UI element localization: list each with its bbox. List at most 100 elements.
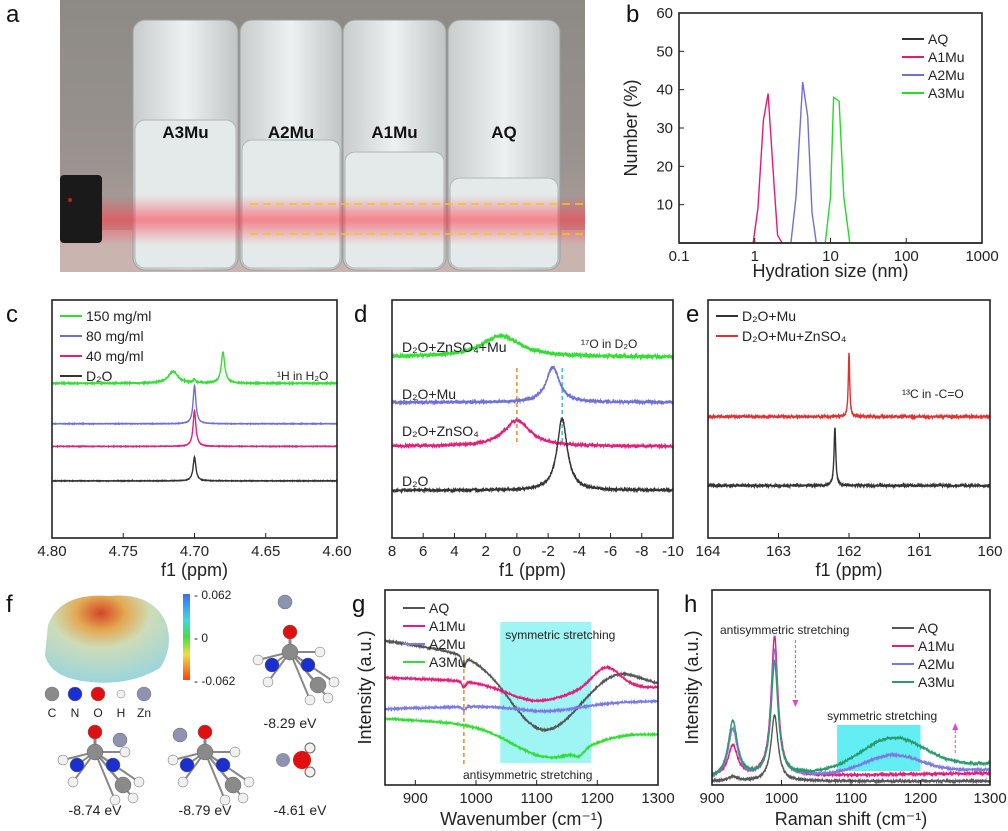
y-axis-label: Intensity (a.u.): [355, 630, 375, 744]
x-tick-label: 1000: [965, 248, 998, 265]
colorbar-label: - -0.062: [194, 674, 236, 688]
legend-entry: A1Mu: [928, 49, 965, 65]
legend-entry: 150 mg/ml: [86, 308, 151, 324]
bond: [204, 751, 226, 801]
x-tick-label: 900: [403, 790, 428, 807]
panel-label-a: a: [6, 1, 20, 28]
atom-n: [300, 657, 316, 673]
x-tick-label: 2: [481, 543, 489, 560]
series-line-80mgml: [51, 383, 338, 426]
x-axis-label: f1 (ppm): [815, 560, 882, 580]
x-tick-label: 1300: [641, 790, 674, 807]
laser-pointer: [60, 175, 102, 243]
series-line-a3mu: [384, 716, 659, 761]
atom-legend-label: C: [48, 706, 57, 720]
legend-entry: AQ: [928, 31, 948, 47]
legend-entry: A3Mu: [918, 674, 955, 690]
y-tick-label: 30: [656, 120, 673, 137]
atom-legend-c-icon: [44, 686, 60, 702]
atom-h: [304, 766, 316, 778]
y-axis-label: Intensity (a.u.): [682, 630, 702, 744]
band-label: symmetric stretching: [505, 628, 615, 642]
atom-zn: [276, 753, 290, 767]
atom-o: [87, 724, 103, 740]
panel-label-e: e: [686, 301, 699, 328]
x-axis-label: f1 (ppm): [499, 560, 566, 580]
atom-h: [177, 776, 189, 788]
bond: [94, 751, 116, 801]
binding-energy-label: -8.74 eV: [69, 802, 123, 818]
atom-c: [86, 743, 104, 761]
series-line-domu: [707, 427, 991, 490]
plot-frame: [678, 12, 983, 244]
chart-d: 8 6 4 2 0 -2 -4 -6 -8 -10 f1 (ppm) D₂O+ZnSO₄+Mu D₂O+…: [388, 299, 684, 580]
atom-o: [282, 624, 298, 640]
x-tick-label: 160: [977, 543, 1002, 560]
x-tick-label: 6: [419, 543, 427, 560]
photo-panel: A3Mu A2Mu A1Mu AQ: [60, 0, 585, 272]
legend-entry: A3Mu: [429, 654, 466, 670]
electrostatic-potential-surface: [45, 595, 169, 683]
atom-h: [67, 776, 79, 788]
highlight-band: [500, 622, 592, 763]
atom-legend-o-icon: [90, 686, 106, 702]
atom-h: [167, 754, 179, 766]
x-tick-label: 1200: [904, 790, 937, 807]
series-line-do: [51, 454, 338, 483]
series-line-a3mu: [711, 659, 991, 777]
chart-b: 0.1 1 10 100 1000 10 20 30 40 50 60 Hydration size …: [621, 5, 999, 281]
arrow-up-icon: [952, 723, 959, 730]
atom-n: [105, 757, 121, 773]
chart-e: 164 163 162 161 160 f1 (ppm) D₂O+Mu D₂O+Mu+ZnSO…: [695, 299, 1003, 580]
x-tick-label: 164: [695, 543, 720, 560]
atom-legend-label: O: [93, 706, 102, 720]
highlight-band: [837, 725, 921, 771]
panel-label-g: g: [352, 591, 365, 618]
legend-entry: D₂O+Mu: [742, 308, 796, 324]
x-tick-label: -2: [541, 543, 554, 560]
arrow-down-icon: [792, 700, 799, 707]
atom-zn: [112, 732, 128, 748]
y-tick-label: 50: [656, 43, 673, 60]
legend-entry: AQ: [918, 620, 938, 636]
x-tick-label: 0: [513, 543, 521, 560]
x-tick-label: 4: [450, 543, 458, 560]
vial-label: AQ: [491, 123, 517, 142]
legend-entry: A1Mu: [918, 638, 955, 654]
atom-c: [309, 676, 327, 694]
x-tick-label: 1000: [459, 790, 492, 807]
x-tick-label: 161: [907, 543, 932, 560]
x-tick-label: 4.60: [322, 543, 351, 560]
legend-entry: D₂O: [86, 368, 113, 384]
annotation: antisymmetric stretching: [720, 623, 849, 637]
y-tick-label: 40: [656, 82, 673, 99]
panel-label-h: h: [684, 591, 697, 618]
atom-h: [304, 694, 316, 706]
atom-h: [119, 746, 131, 758]
colorbar: [183, 594, 190, 680]
series-line-a1mu: [752, 93, 783, 244]
binding-energy-label: -4.61 eV: [274, 802, 328, 818]
x-axis-label: Wavenumber (cm⁻¹): [440, 809, 603, 829]
legend-entry: A2Mu: [928, 67, 965, 83]
laser-beam: [60, 195, 585, 245]
atom-h: [304, 742, 316, 754]
x-tick-label: 4.70: [180, 543, 209, 560]
x-tick-label: 4.75: [109, 543, 138, 560]
panel-label-f: f: [6, 591, 13, 618]
x-tick-label: 900: [699, 790, 724, 807]
atom-n: [264, 657, 280, 673]
series-line-a2mu: [384, 698, 659, 715]
x-tick-label: 1: [751, 248, 759, 265]
legend-entry: A2Mu: [918, 656, 955, 672]
colorbar-label: - 0: [194, 631, 208, 645]
atom-legend-h-icon: [116, 689, 126, 699]
x-tick-label: 10: [822, 248, 839, 265]
annotation: antisymmetric stretching: [463, 768, 592, 782]
legend-entry: 40 mg/ml: [86, 348, 144, 364]
atom-n: [179, 757, 195, 773]
atom-h: [109, 794, 121, 806]
series-line-150mgml: [51, 351, 338, 387]
series-label: D₂O+Mu: [402, 386, 456, 402]
